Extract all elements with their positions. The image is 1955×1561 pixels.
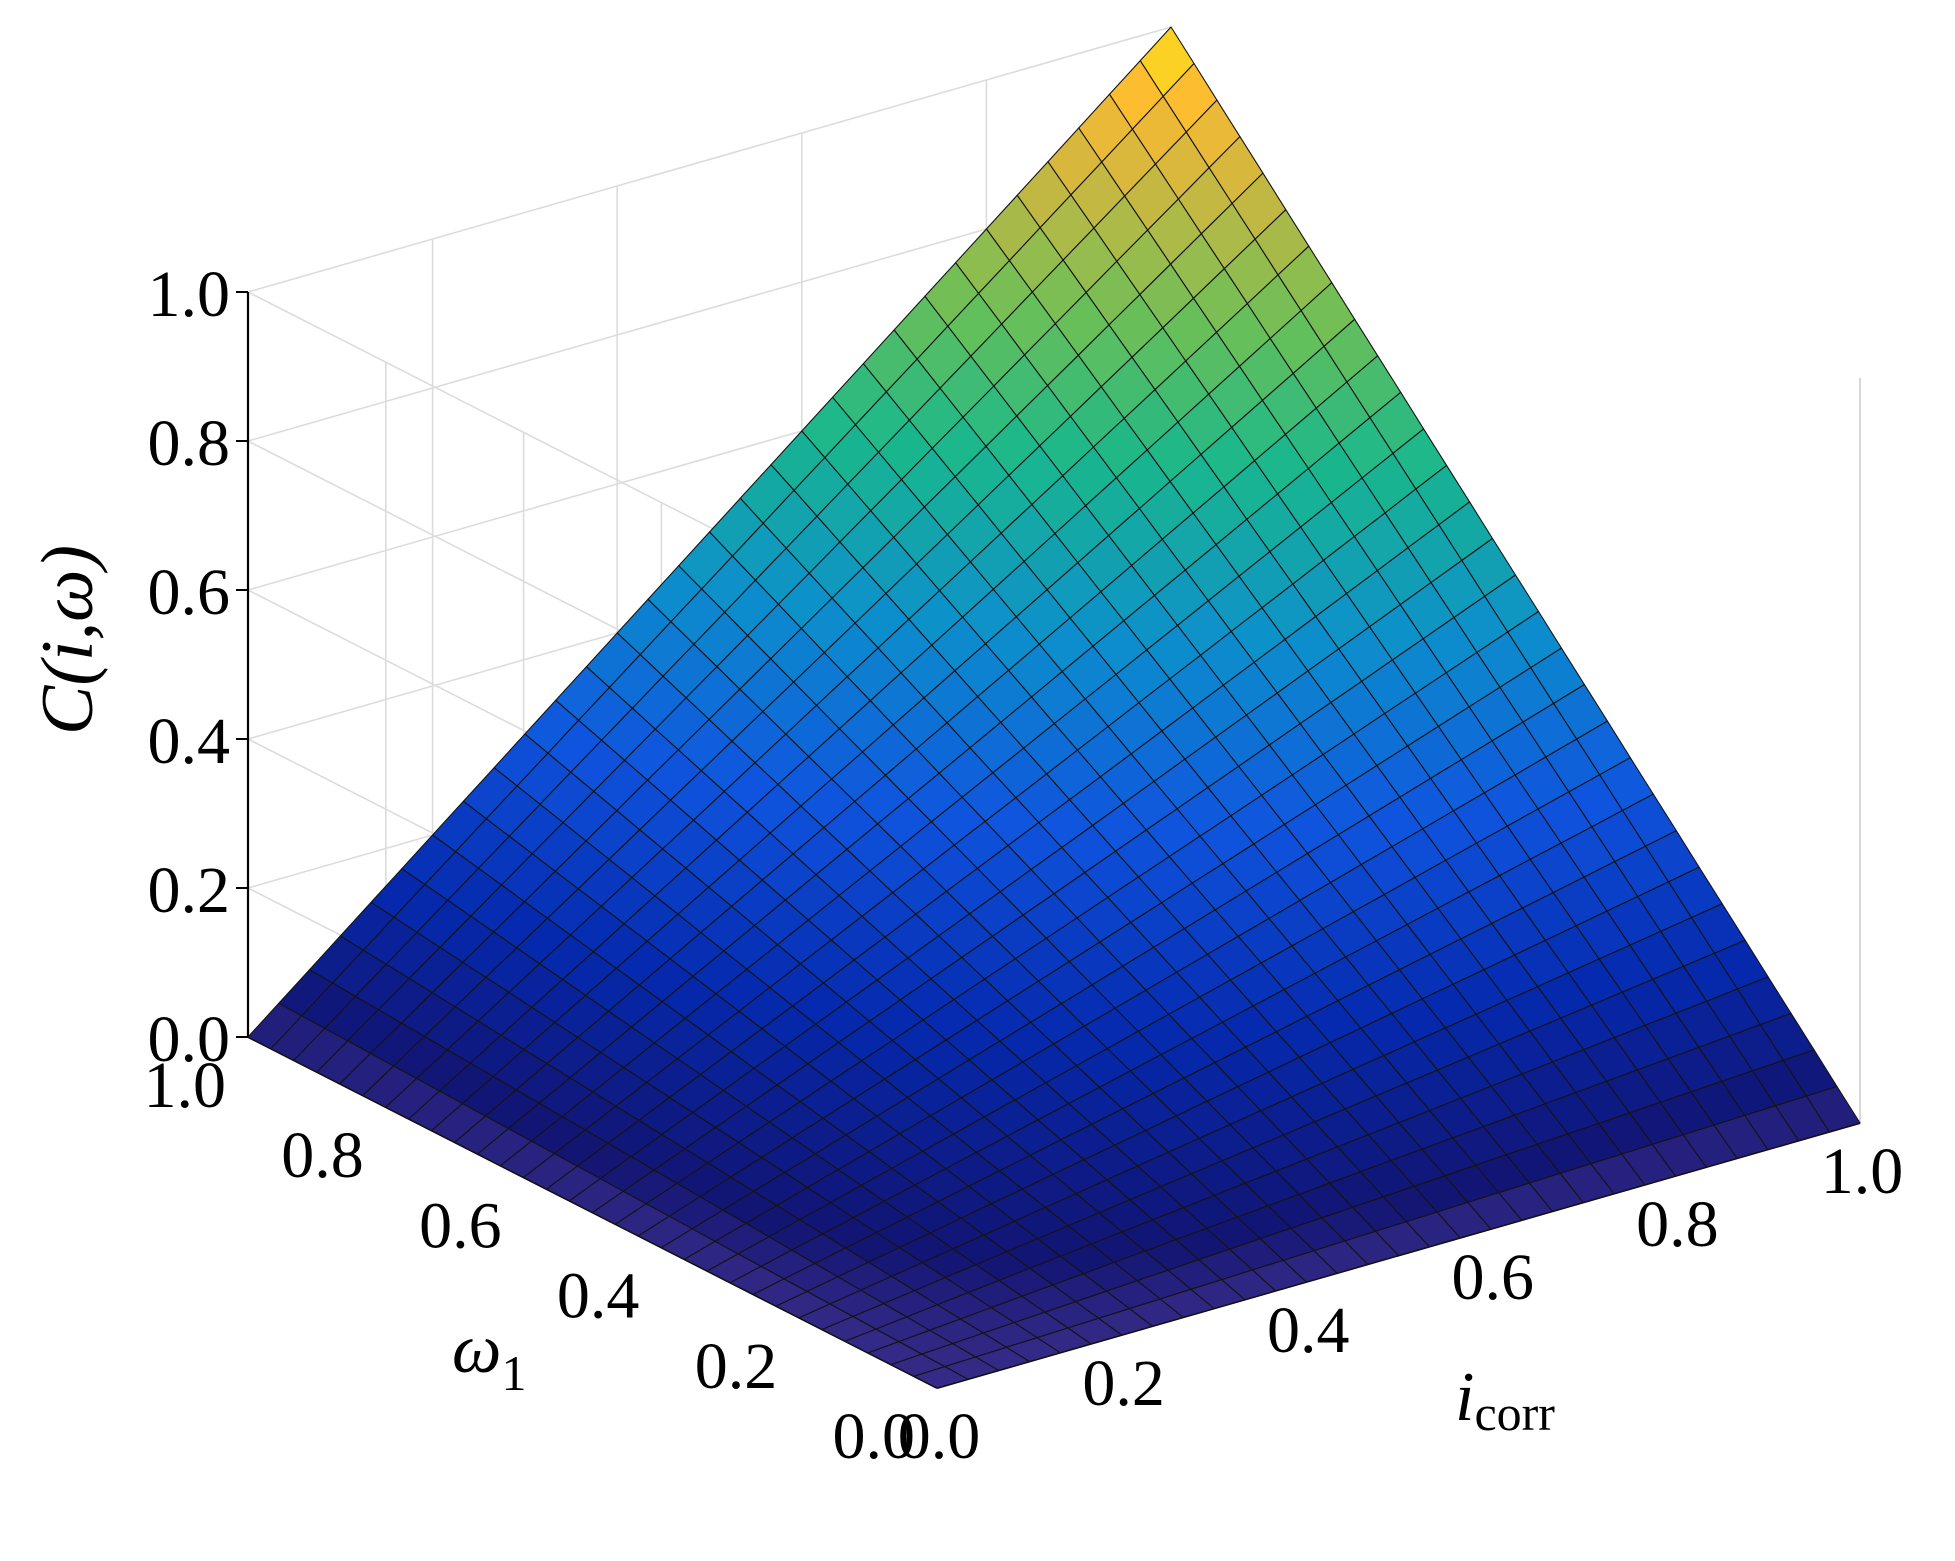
w-tick-label: 0.0 bbox=[833, 1400, 916, 1473]
tick-labels: 0.00.20.40.60.81.00.00.20.40.60.81.00.00… bbox=[144, 258, 1904, 1473]
z-tick-label: 0.8 bbox=[148, 407, 231, 480]
x-axis-label-sub: corr bbox=[1474, 1385, 1555, 1441]
i-tick-label: 0.8 bbox=[1636, 1188, 1719, 1261]
w-tick-label: 0.4 bbox=[557, 1260, 640, 1333]
w-tick-label: 0.8 bbox=[281, 1119, 364, 1192]
z-tick-label: 1.0 bbox=[148, 258, 231, 331]
z-tick-label: 0.0 bbox=[148, 1003, 231, 1076]
i-tick-label: 0.0 bbox=[898, 1400, 981, 1473]
i-tick-label: 0.2 bbox=[1082, 1347, 1165, 1420]
z-axis-label: C(i,ω) bbox=[27, 545, 109, 735]
surface-patch bbox=[913, 1366, 969, 1389]
z-tick-label: 0.2 bbox=[148, 854, 231, 927]
surface bbox=[247, 26, 1861, 1389]
y-axis-label-sub: 1 bbox=[501, 1345, 526, 1401]
w-tick-label: 0.6 bbox=[419, 1189, 502, 1262]
z-tick-label: 0.6 bbox=[148, 556, 231, 629]
i-tick-label: 0.6 bbox=[1452, 1241, 1535, 1314]
y-axis-label-main: ω bbox=[452, 1311, 501, 1388]
w-tick-label: 1.0 bbox=[144, 1049, 227, 1122]
i-tick-label: 0.4 bbox=[1267, 1294, 1350, 1367]
i-tick-label: 1.0 bbox=[1821, 1135, 1904, 1208]
y-axis-label: ω1 bbox=[452, 1311, 526, 1401]
x-axis-label: icorr bbox=[1455, 1359, 1555, 1441]
w-tick-label: 0.2 bbox=[695, 1330, 778, 1403]
z-tick-label: 0.4 bbox=[148, 705, 231, 778]
x-axis-label-main: i bbox=[1455, 1359, 1474, 1436]
